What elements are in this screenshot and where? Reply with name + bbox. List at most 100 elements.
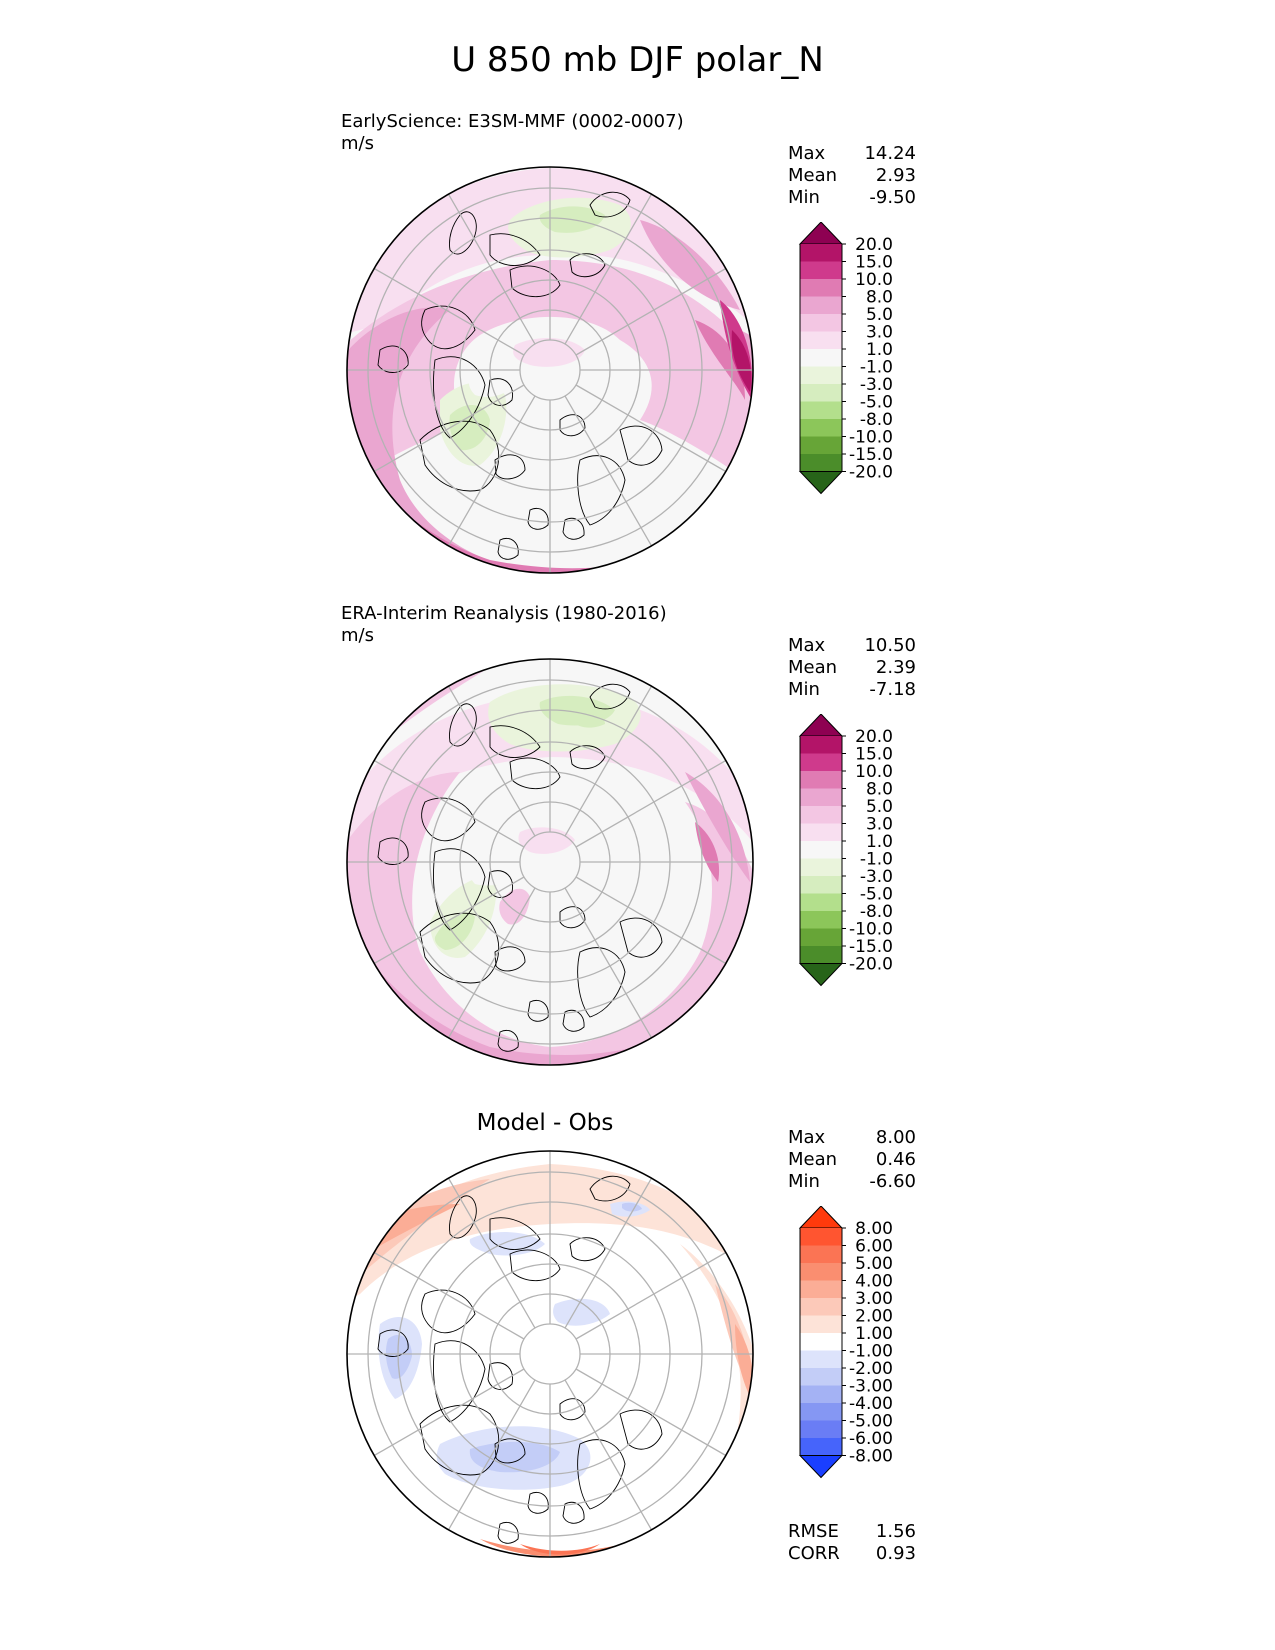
coastline [419, 912, 500, 984]
contour-region [640, 220, 740, 310]
coastline [497, 537, 519, 560]
colorbar-tick-label: 6.00 [855, 1237, 893, 1257]
colorbar-tick-label: 15.0 [855, 253, 893, 273]
coastline [494, 946, 526, 972]
colorbar-segment [800, 823, 842, 842]
colorbar-extend-max [798, 1206, 844, 1229]
colorbar-segment [800, 1385, 842, 1404]
colorbar-segment [800, 1368, 842, 1386]
panel-1-colorbar: 20.015.010.08.05.03.01.0-1.0-3.0-5.0-8.0… [798, 222, 893, 495]
colorbar-segment [800, 296, 842, 315]
coastline [494, 454, 526, 480]
panel-3-stat-max: Max 8.00 [788, 1127, 916, 1148]
coastline [489, 725, 541, 758]
meridian-line [564, 1177, 653, 1329]
figure-title: U 850 mb DJF polar_N [451, 40, 824, 80]
coastline [559, 414, 586, 437]
panel-1-stat-min: Min -9.50 [788, 187, 916, 208]
panel-3-stat-corr: CORR 0.93 [788, 1543, 916, 1564]
colorbar-segment [800, 1420, 842, 1439]
panel-2-title: ERA-Interim Reanalysis (1980-2016) m/s [341, 603, 667, 647]
colorbar-segment [800, 1333, 842, 1351]
coastline [562, 517, 585, 540]
panel-2-stat-max: Max 10.50 [788, 635, 916, 656]
colorbar-tick-label: 3.00 [855, 1289, 893, 1309]
coastline [494, 1438, 526, 1464]
colorbar-segment [800, 261, 842, 280]
colorbar-tick-label: -1.0 [860, 358, 893, 378]
panel-2-title-line-1: ERA-Interim Reanalysis (1980-2016) [341, 603, 667, 624]
coastline [559, 1398, 586, 1421]
panel-2-units: m/s [341, 625, 374, 646]
panel-2-stat-min: Min -7.18 [788, 679, 916, 700]
colorbar-segment [800, 736, 842, 754]
meridian-line [575, 759, 727, 848]
coastline [527, 999, 549, 1022]
meridian-line [575, 384, 727, 473]
meridian-line [575, 1251, 727, 1340]
colorbar-segment [800, 806, 842, 824]
colorbar-border [799, 736, 843, 964]
panel-2-polar-map [346, 658, 754, 1066]
colorbar-extend-max [798, 222, 844, 245]
coastline [619, 425, 663, 466]
colorbar-tick-label: 5.0 [866, 305, 893, 325]
colorbar-tick-label: -15.0 [849, 937, 893, 957]
panel-1-title: EarlyScience: E3SM-MMF (0002-0007) m/s [341, 111, 684, 155]
colorbar-tick-label: -5.00 [849, 1412, 893, 1432]
contour-field [347, 659, 753, 1065]
colorbar-tick-label: -20.0 [849, 463, 893, 483]
colorbar-segment [800, 788, 842, 807]
coastline [619, 917, 663, 958]
coastline [487, 378, 513, 406]
colorbar-segment [800, 1298, 842, 1316]
coastline [562, 1009, 585, 1032]
colorbar-tick-label: 8.0 [866, 780, 893, 800]
coastline [487, 870, 513, 898]
colorbar-tick-label: 1.00 [855, 1324, 893, 1344]
coastline [489, 233, 541, 266]
coastline [487, 1362, 513, 1390]
colorbar-segment [800, 876, 842, 894]
colorbar-tick-label: 5.0 [866, 797, 893, 817]
panel-1-polar-map [346, 166, 754, 574]
colorbar-tick-label: 15.0 [855, 745, 893, 765]
contour-region [449, 404, 490, 451]
coastline [559, 906, 586, 929]
colorbar-segment [800, 384, 842, 402]
contour-region [347, 1179, 490, 1284]
contour-region [469, 1441, 560, 1473]
colorbar-tick-label: -2.00 [849, 1359, 893, 1379]
contour-region [434, 913, 475, 950]
colorbar-segment [800, 841, 842, 859]
coastline [577, 947, 626, 1018]
colorbar-segment [800, 1438, 842, 1456]
meridian-line [373, 876, 525, 965]
colorbar-tick-label: -5.0 [860, 885, 893, 905]
colorbar-tick-label: 20.0 [855, 727, 893, 747]
colorbar-segment [800, 454, 842, 472]
contour-region [570, 710, 605, 728]
colorbar-tick-label: -8.00 [849, 1447, 893, 1467]
panel-3-stats: Max 8.00 Mean 0.46 Min -6.60 [788, 1127, 916, 1193]
coastline [421, 797, 476, 842]
graticule [347, 1151, 753, 1557]
meridian-line [373, 1368, 525, 1457]
coastline [489, 1217, 541, 1250]
colorbar-border [799, 244, 843, 472]
meridian-line [564, 193, 653, 345]
colorbar-segment [800, 893, 842, 912]
panel-2-stat-mean: Mean 2.39 [788, 657, 916, 678]
contour-region [347, 772, 753, 1065]
colorbar-tick-label: -10.0 [849, 428, 893, 448]
colorbar-tick-label: 5.00 [855, 1254, 893, 1274]
contour-region [520, 1544, 600, 1555]
colorbar-segment [800, 331, 842, 350]
colorbar-tick-label: 3.0 [866, 815, 893, 835]
colorbar-tick-label: 1.0 [866, 832, 893, 852]
colorbar-tick-label: -6.00 [849, 1429, 893, 1449]
colorbar-extend-min [798, 1455, 844, 1479]
coastline [419, 1404, 500, 1476]
colorbar-tick-label: -15.0 [849, 445, 893, 465]
coastline [527, 1491, 549, 1514]
